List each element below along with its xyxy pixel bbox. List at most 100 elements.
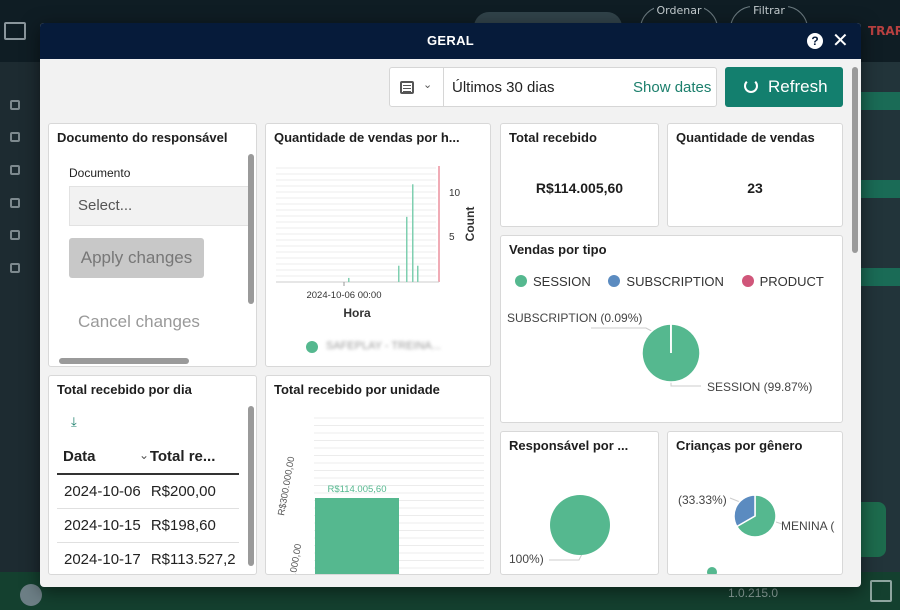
document-filter-card: Documento do responsável Documento Selec… [48, 123, 257, 367]
y-tick-label: 5 [449, 232, 455, 243]
background-green-row [860, 92, 900, 110]
chart-legend: SESSION SUBSCRIPTION PRODUCT [515, 274, 838, 289]
column-header-date[interactable]: Data ⌄ [57, 440, 150, 475]
help-icon[interactable]: ? [807, 33, 823, 49]
chart-bar [417, 265, 419, 282]
y-axis-label: Count [463, 207, 477, 242]
close-icon[interactable]: ✕ [832, 28, 849, 52]
pie-partial-slice [707, 567, 717, 574]
briefcase-icon [10, 230, 20, 240]
x-axis-label: Hora [343, 306, 371, 320]
column-header-total[interactable]: Total re... [143, 440, 239, 475]
app-version: 1.0.215.0 [728, 586, 779, 600]
modal-title: GERAL [427, 33, 474, 48]
calendar-dropdown-button[interactable]: ⌄ [390, 68, 444, 106]
legend-item[interactable]: SUBSCRIPTION [608, 274, 724, 289]
card-vertical-scrollbar[interactable] [248, 154, 254, 304]
card-title: Crianças por gênero [676, 438, 803, 453]
refresh-button[interactable]: Refresh [725, 67, 843, 107]
sales-by-type-card: Vendas por tipo SESSION SUBSCRIPTION PRO… [500, 235, 843, 423]
legend-item[interactable]: PRODUCT [741, 274, 824, 289]
table-row[interactable]: 2024-10-17 R$113.527,2 [57, 542, 239, 574]
legend-swatch [741, 275, 754, 287]
children-by-gender-pie [707, 494, 783, 574]
cell-total: R$113.527,2 [143, 542, 239, 574]
account-icon [10, 263, 20, 273]
user-icon [20, 584, 42, 606]
table-header-row: Data ⌄ Total re... [57, 440, 239, 475]
card-title: Quantidade de vendas [676, 130, 815, 145]
cancel-changes-button[interactable]: Cancel changes [78, 312, 200, 331]
legend-item[interactable]: SESSION [515, 274, 591, 289]
responsible-pie [549, 495, 610, 561]
pie-slice [733, 494, 756, 528]
received-per-unit-chart: R$300.000,00 50.000,00 R$114.005,60 [276, 417, 484, 575]
download-icon[interactable]: ⤓ [71, 415, 77, 430]
chart-bar [406, 216, 408, 282]
card-title: Responsável por ... [509, 438, 629, 453]
cell-date: 2024-10-17 [57, 542, 144, 574]
refresh-label: Refresh [768, 77, 828, 96]
y-tick-label: 50.000,00 [286, 543, 304, 575]
x-tick-label: 2024-10-06 00:00 [306, 290, 381, 301]
card-title: Total recebido por dia [57, 382, 192, 397]
y-tick-label: R$300.000,00 [276, 456, 297, 517]
card-horizontal-scrollbar[interactable] [59, 358, 189, 364]
total-received-card: Total recebido R$114.005,60 [500, 123, 659, 227]
pie-slice [735, 494, 777, 538]
card-vertical-scrollbar[interactable] [248, 406, 254, 566]
date-range-picker[interactable]: ⌄ Últimos 30 dias Show dates [389, 67, 717, 107]
document-field-label: Documento [69, 166, 131, 180]
card-title: Total recebido [509, 130, 597, 145]
document-select[interactable]: Select... [69, 186, 249, 226]
dashboard-icon [10, 165, 20, 175]
card-title: Quantidade de vendas por h... [274, 130, 460, 145]
card-title: Documento do responsável [57, 130, 228, 145]
legend-swatch [306, 341, 318, 353]
table-row[interactable]: 2024-10-06 R$200,00 [57, 474, 239, 509]
show-dates-link[interactable]: Show dates [633, 79, 712, 96]
sales-by-type-pie [591, 323, 701, 387]
sales-by-hour-card: Quantidade de vendas por h... 10 5 Count… [265, 123, 491, 367]
report-icon [10, 198, 20, 208]
search-icon [10, 100, 20, 110]
sort-chevron-icon[interactable]: ⌄ [139, 448, 150, 462]
children-by-gender-card: Crianças por gênero (33.33%) MENINA ( [667, 431, 843, 575]
pie-label-right: MENINA ( [781, 519, 835, 533]
background-green-row [860, 180, 900, 198]
received-per-unit-card: Total recebido por unidade R$300.000,00 … [265, 375, 491, 575]
background-sidebar [0, 62, 40, 572]
calendar-icon [10, 132, 20, 142]
background-right-column [860, 62, 900, 572]
chart-bar [398, 265, 400, 282]
sales-count-value: 23 [747, 180, 763, 196]
cell-date: 2024-10-06 [57, 474, 144, 509]
card-title: Vendas por tipo [509, 242, 607, 257]
received-per-day-card: Total recebido por dia ⤓ Data ⌄ Total re.… [48, 375, 257, 575]
cell-total: R$200,00 [143, 474, 239, 509]
pie-slice [550, 495, 610, 555]
legend-swatch [608, 275, 621, 287]
store-icon [4, 22, 26, 40]
chart-bar [412, 184, 414, 282]
received-per-day-table: Data ⌄ Total re... 2024-10-06 R$200,00 202… [57, 440, 239, 574]
background-green-row [860, 268, 900, 286]
total-received-value: R$114.005,60 [535, 180, 624, 196]
pie-label-subscription: SUBSCRIPTION (0.09%) [507, 311, 643, 325]
y-tick-label: 10 [449, 188, 461, 199]
pie-leader-line [729, 497, 741, 503]
dashboard-modal: GERAL ? ✕ ⌄ Últimos 30 dias Show dates R… [40, 23, 861, 587]
card-title: Total recebido por unidade [274, 382, 440, 397]
apply-changes-button[interactable]: Apply changes [69, 238, 204, 278]
chart-bar [348, 277, 350, 282]
logout-icon [870, 580, 892, 602]
pie-leader-line [775, 521, 783, 525]
sales-count-card: Quantidade de vendas 23 [667, 123, 843, 227]
pie-label-session: SESSION (99.87%) [707, 380, 813, 394]
background-right-label: TRAR [868, 24, 900, 38]
modal-header: GERAL ? ✕ [40, 23, 861, 59]
cell-total: R$198,60 [143, 508, 239, 543]
calendar-icon [400, 81, 414, 94]
modal-scrollbar[interactable] [852, 67, 858, 253]
table-row[interactable]: 2024-10-15 R$198,60 [57, 508, 239, 543]
